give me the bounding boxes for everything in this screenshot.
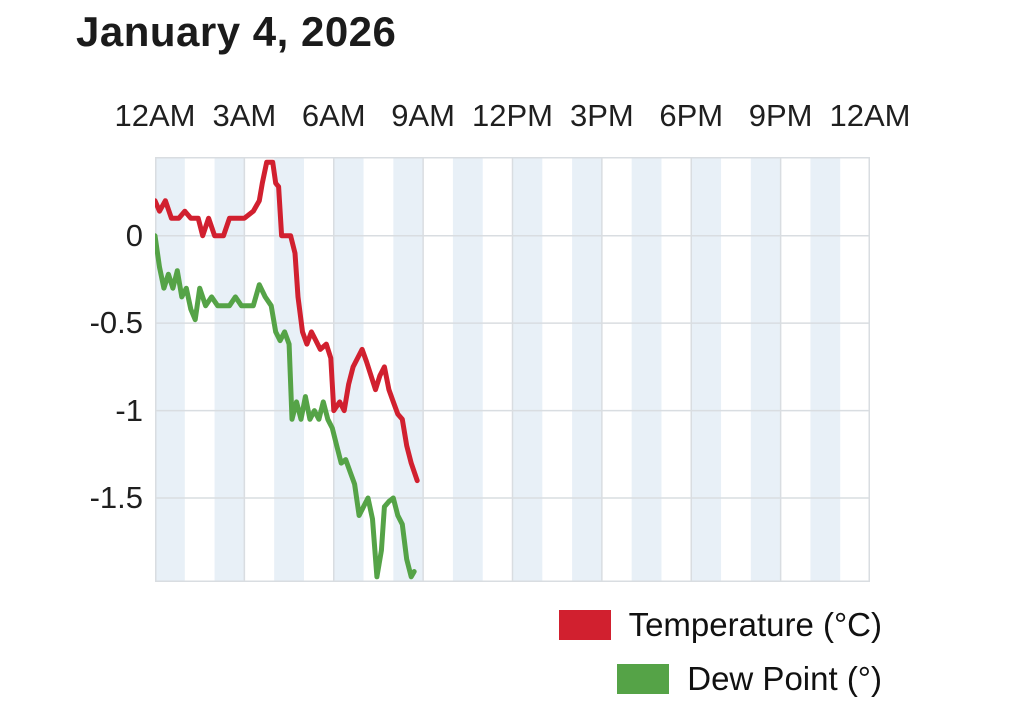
background-band	[750, 157, 781, 582]
temperature-swatch	[558, 610, 611, 640]
background-band	[810, 157, 841, 582]
background-band	[691, 157, 722, 582]
x-tick-label: 9PM	[748, 98, 813, 133]
y-tick-label: -0.5	[89, 305, 143, 341]
x-tick-label: 12PM	[472, 98, 553, 133]
plot-svg	[155, 157, 870, 582]
series-line-dew	[155, 233, 417, 580]
dewpoint-legend-label: Dew Point (°)	[687, 660, 882, 697]
x-tick-label: 12AM	[829, 98, 911, 133]
temperature-legend-label: Temperature (°C)	[628, 606, 882, 643]
x-tick-label: 6PM	[659, 98, 724, 133]
background-band	[452, 157, 483, 582]
x-tick-label: 3PM	[570, 98, 634, 133]
y-tick-label: -1	[115, 392, 143, 428]
background-band	[214, 157, 245, 582]
background-band	[512, 157, 543, 582]
background-band	[155, 157, 185, 582]
page-title: January 4, 2026	[76, 8, 397, 55]
y-tick-label: 0	[125, 217, 143, 253]
background-band	[631, 157, 662, 582]
chart-legend: Temperature (°C) Dew Point (°)	[558, 606, 882, 698]
background-band	[333, 157, 364, 582]
x-axis-labels: 12AM 3AM 6AM 9AM 12PM 3PM 6PM 9PM 12AM	[0, 98, 1024, 138]
dewpoint-swatch	[617, 664, 670, 694]
legend-item-dewpoint: Dew Point (°)	[617, 660, 882, 698]
x-tick-label: 12AM	[114, 98, 196, 133]
series-line-temperature	[155, 159, 420, 484]
legend-item-temperature: Temperature (°C)	[558, 606, 882, 644]
background-band	[572, 157, 602, 582]
x-tick-label: 3AM	[212, 98, 277, 133]
y-axis-labels: 0 -0.5 -1 -1.5	[0, 157, 143, 582]
y-tick-label: -1.5	[89, 480, 143, 516]
plot-border	[155, 157, 870, 582]
x-tick-label: 9AM	[391, 98, 455, 133]
x-tick-label: 6AM	[301, 98, 366, 133]
